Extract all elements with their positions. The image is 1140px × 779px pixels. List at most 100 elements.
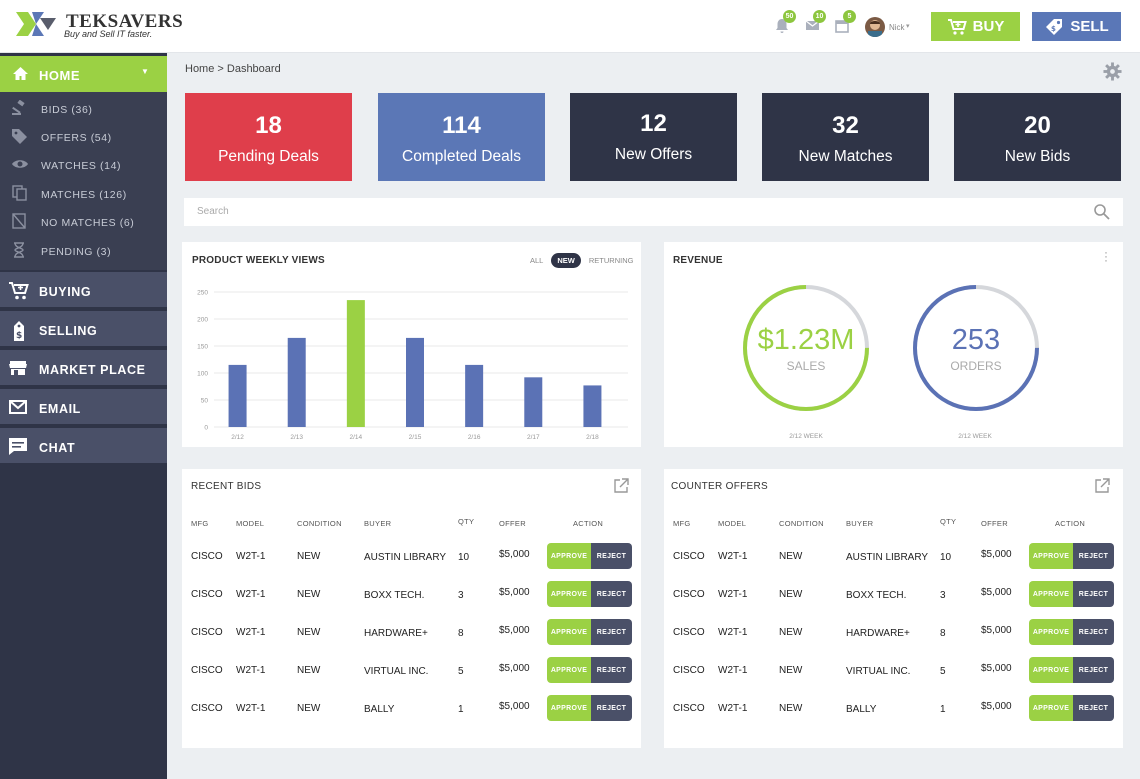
reject-button[interactable]: REJECT: [591, 619, 632, 645]
approve-button[interactable]: APPROVE: [1029, 657, 1073, 683]
reject-button[interactable]: REJECT: [591, 657, 632, 683]
sidebar-item-no-matches[interactable]: NO MATCHES (6): [0, 207, 167, 235]
column-header: MFG: [673, 519, 691, 528]
x-tick-label: 2/17: [527, 434, 540, 441]
breadcrumb[interactable]: Home > Dashboard: [185, 63, 281, 75]
column-header: CONDITION: [779, 519, 824, 528]
column-header: ACTION: [1055, 519, 1086, 528]
cell-mfg: CISCO: [191, 703, 223, 714]
user-avatar[interactable]: [865, 17, 885, 37]
nav-chat[interactable]: CHAT: [0, 428, 167, 465]
reject-button[interactable]: REJECT: [591, 581, 632, 607]
approve-button[interactable]: APPROVE: [547, 695, 591, 721]
nav-buying[interactable]: BUYING: [0, 272, 167, 309]
approve-button[interactable]: APPROVE: [547, 657, 591, 683]
reject-button[interactable]: REJECT: [591, 695, 632, 721]
column-header: ACTION: [573, 519, 604, 528]
search-icon[interactable]: [1093, 203, 1111, 221]
price-tag-icon: $: [14, 321, 24, 341]
gear-icon[interactable]: [1103, 62, 1122, 81]
y-tick-label: 100: [197, 371, 208, 378]
bar-2/18[interactable]: [583, 385, 602, 427]
price-tag-icon: $: [1046, 18, 1063, 35]
stat-card-new-bids[interactable]: 20 New Bids: [954, 93, 1121, 181]
sidebar-item-offers[interactable]: OFFERS (54): [0, 122, 167, 150]
stat-card-new-offers[interactable]: 12 New Offers: [570, 93, 737, 181]
stat-card-new-matches[interactable]: 32 New Matches: [762, 93, 929, 181]
orders-ring-progress: [913, 285, 1039, 411]
revenue-panel: REVENUE · · · $1.23M SALES 253 ORDERS 2/12…: [664, 242, 1123, 447]
column-header: OFFER: [981, 519, 1008, 528]
reject-button[interactable]: REJECT: [1073, 695, 1114, 721]
approve-button[interactable]: APPROVE: [547, 581, 591, 607]
notifications-button[interactable]: 50: [775, 10, 796, 34]
approve-button[interactable]: APPROVE: [547, 619, 591, 645]
reject-button[interactable]: REJECT: [1073, 657, 1114, 683]
sidebar-item-watches[interactable]: WATCHES (14): [0, 150, 167, 178]
reject-button[interactable]: REJECT: [591, 543, 632, 569]
user-name[interactable]: Nick: [889, 23, 905, 32]
filter-returning[interactable]: RETURNING: [588, 256, 634, 265]
sell-button[interactable]: $ SELL: [1032, 12, 1121, 41]
cell-qty: 10: [458, 552, 470, 563]
bar-2/14[interactable]: [346, 300, 365, 427]
nav-market-place[interactable]: MARKET PLACE: [0, 350, 167, 387]
buy-label: BUY: [972, 18, 1005, 35]
y-tick-label: 0: [204, 425, 208, 432]
brand-logo[interactable]: Teksavers Buy and Sell IT faster.: [14, 10, 183, 44]
calendar-button[interactable]: 5: [835, 10, 856, 34]
cell-offer: $5,000: [499, 549, 530, 560]
approve-button[interactable]: APPROVE: [1029, 581, 1073, 607]
approve-button[interactable]: APPROVE: [1029, 695, 1073, 721]
stat-card-pending-deals[interactable]: 18 Pending Deals: [185, 93, 352, 181]
reject-button[interactable]: REJECT: [1073, 581, 1114, 607]
search-input[interactable]: Search: [184, 198, 1123, 226]
stat-card-completed-deals[interactable]: 114 Completed Deals: [378, 93, 545, 181]
sales-label: SALES: [786, 359, 826, 373]
approve-button[interactable]: APPROVE: [1029, 543, 1073, 569]
reject-button[interactable]: REJECT: [1073, 619, 1114, 645]
cell-buyer: BOXX TECH.: [364, 590, 425, 601]
open-external-icon[interactable]: [1094, 478, 1110, 494]
bar-2/17[interactable]: [524, 377, 543, 427]
nav-selling[interactable]: $ SELLING: [0, 311, 167, 348]
search-placeholder: Search: [197, 206, 229, 217]
cell-buyer: BALLY: [364, 704, 395, 715]
filter-all[interactable]: ALL: [530, 256, 544, 265]
cell-offer: $5,000: [981, 549, 1012, 560]
chevron-down-icon[interactable]: ▾: [906, 23, 910, 30]
more-options-icon[interactable]: · · ·: [1104, 245, 1108, 267]
approve-button[interactable]: APPROVE: [1029, 619, 1073, 645]
nav-home[interactable]: HOME ▼: [0, 56, 167, 92]
bar-2/15[interactable]: [406, 337, 424, 427]
buy-button[interactable]: BUY: [931, 12, 1020, 41]
sidebar-item-matches[interactable]: MATCHES (126): [0, 179, 167, 207]
cell-mfg: CISCO: [673, 627, 705, 638]
cell-buyer: HARDWARE+: [846, 628, 910, 639]
orders-value: 253: [951, 324, 1001, 356]
cell-qty: 1: [458, 704, 464, 715]
counter-offers-panel: COUNTER OFFERS MFG MODEL CONDITION BUYER QTY…: [664, 469, 1123, 748]
approve-button[interactable]: APPROVE: [547, 543, 591, 569]
cell-model: W2T-1: [718, 589, 748, 600]
mail-icon: [9, 400, 27, 414]
x-tick-label: 2/18: [586, 434, 599, 441]
cell-offer: $5,000: [981, 663, 1012, 674]
bar-2/16[interactable]: [465, 364, 484, 427]
messages-button[interactable]: 10: [805, 10, 826, 34]
weekly-views-chart: 0 50 100 150 200 250 2/12 2/13 2/14 2/15 2/16 2/17 2…: [197, 290, 628, 441]
reject-button[interactable]: REJECT: [1073, 543, 1114, 569]
x-tick-label: 2/14: [350, 434, 363, 441]
cell-mfg: CISCO: [673, 589, 705, 600]
svg-text:$: $: [16, 331, 23, 341]
bar-2/12[interactable]: [228, 364, 247, 427]
filter-new[interactable]: NEW: [551, 253, 581, 268]
cell-mfg: CISCO: [191, 551, 223, 562]
row-actions: APPROVE REJECT: [1029, 581, 1114, 607]
sidebar-item-pending[interactable]: PENDING (3): [0, 236, 167, 264]
cell-qty: 5: [458, 666, 464, 677]
bar-2/13[interactable]: [287, 337, 306, 427]
nav-email[interactable]: EMAIL: [0, 389, 167, 426]
open-external-icon[interactable]: [613, 478, 629, 494]
sidebar-item-bids[interactable]: BIDS (36): [0, 94, 167, 122]
